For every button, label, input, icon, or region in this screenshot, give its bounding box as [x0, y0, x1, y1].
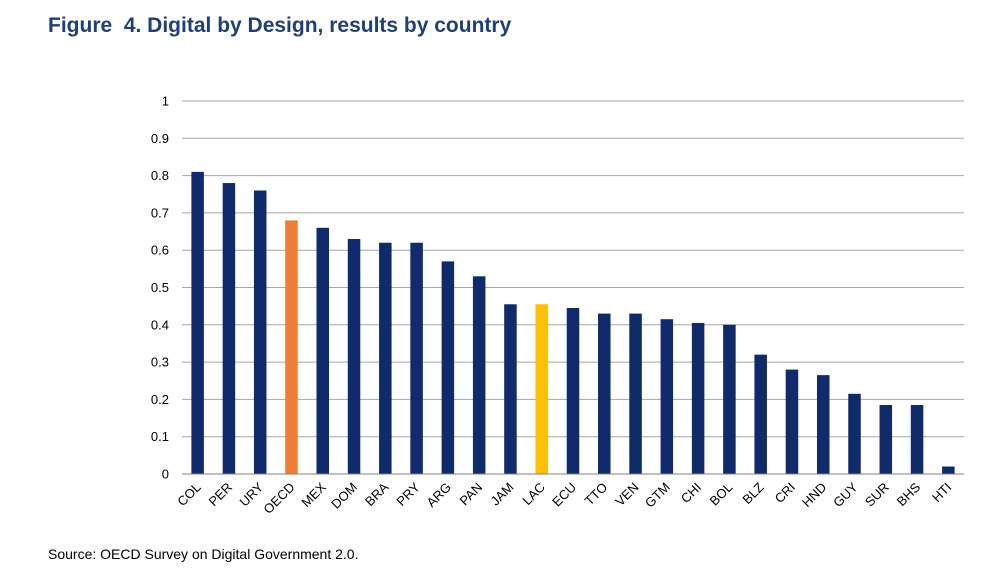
- bar-bra: [379, 242, 392, 474]
- bars-layer: [191, 171, 955, 474]
- x-tick-label: LAC: [519, 480, 547, 508]
- x-tick-label: MEX: [298, 479, 329, 510]
- x-tick-label: GUY: [830, 479, 861, 510]
- bar-ury: [253, 190, 267, 474]
- x-tick-label: DOM: [328, 480, 360, 512]
- bar-hnd: [816, 375, 830, 474]
- bar-ven: [629, 313, 642, 474]
- bar-tto: [598, 313, 611, 474]
- x-tick-label: HTI: [929, 480, 954, 505]
- x-tick-label: BHS: [894, 479, 924, 509]
- x-tick-label: PER: [206, 480, 236, 510]
- chart-title: Figure 4. Digital by Design, results by …: [48, 14, 512, 37]
- y-tick-label: 0.8: [151, 168, 169, 183]
- x-tick-label: JAM: [488, 480, 517, 509]
- x-tick-label: COL: [174, 480, 204, 510]
- x-tick-label: CRI: [772, 480, 798, 506]
- x-tick-label: BLZ: [739, 479, 767, 507]
- bar-col: [191, 171, 204, 474]
- bar-cri: [785, 369, 799, 474]
- x-tick-label: ARG: [423, 480, 454, 511]
- x-tick-label: GTM: [642, 480, 673, 511]
- bar-chi: [691, 322, 705, 474]
- bar-pan: [472, 276, 486, 474]
- x-tick-label: PRY: [393, 479, 423, 509]
- x-tick-label: HND: [799, 480, 830, 511]
- bar-guy: [848, 393, 861, 474]
- x-tick-label: OECD: [260, 480, 297, 517]
- bar-arg: [441, 261, 455, 474]
- x-tick-label: BRA: [362, 479, 392, 509]
- y-tick-label: 0.2: [151, 392, 169, 407]
- x-tick-label: BOL: [707, 480, 736, 509]
- x-tick-label: ECU: [549, 480, 579, 510]
- y-tick-label: 0.3: [151, 355, 169, 370]
- bar-lac: [535, 304, 548, 474]
- bar-bhs: [910, 404, 924, 474]
- bar-ecu: [566, 308, 580, 474]
- bar-pry: [410, 242, 423, 474]
- x-tick-label: CHI: [678, 480, 704, 506]
- y-tick-label: 0.7: [151, 205, 169, 220]
- y-tick-label: 0.6: [151, 243, 169, 258]
- bar-blz: [754, 354, 767, 474]
- bar-bol: [723, 324, 736, 474]
- bar-mex: [316, 227, 330, 474]
- bar-oecd: [285, 220, 298, 474]
- x-tick-label: TTO: [582, 480, 611, 509]
- bar-sur: [879, 404, 893, 474]
- x-tick-label: SUR: [862, 480, 892, 510]
- y-axis-ticks: 0 0.1 0.2 0.3 0.4 0.5 0.6 0.7 0.8 0.9 1: [151, 94, 169, 482]
- source-note: Source: OECD Survey on Digital Governmen…: [48, 546, 359, 562]
- y-tick-label: 0.5: [151, 280, 169, 295]
- bar-dom: [347, 239, 361, 474]
- y-tick-label: 0.4: [151, 317, 169, 332]
- x-tick-label: VEN: [612, 480, 642, 510]
- bar-jam: [504, 304, 517, 474]
- y-tick-label: 1: [162, 94, 169, 109]
- x-tick-label: PAN: [456, 480, 485, 509]
- bar-per: [222, 183, 236, 474]
- bar-gtm: [660, 319, 674, 474]
- bar-hti: [942, 466, 955, 474]
- y-tick-label: 0.1: [151, 429, 169, 444]
- y-tick-label: 0: [162, 467, 169, 482]
- y-tick-label: 0.9: [151, 131, 169, 146]
